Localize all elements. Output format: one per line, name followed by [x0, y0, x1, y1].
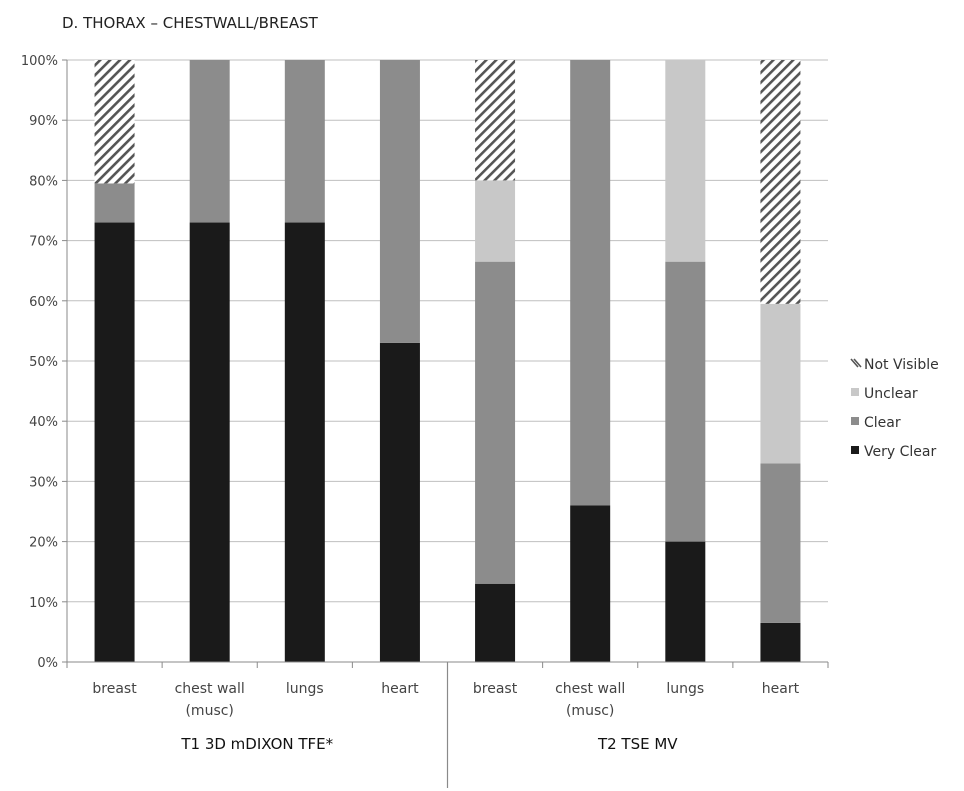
y-tick-label: 20%: [29, 536, 58, 551]
x-tick-label-line2: (musc): [185, 703, 233, 719]
bar-segment-unclear: [760, 303, 801, 464]
x-tick-label: breast: [92, 681, 137, 697]
gridlines: [67, 59, 828, 603]
y-tick-label: 80%: [29, 174, 58, 189]
group-labels: T1 3D mDIXON TFE* T2 TSE MV: [180, 662, 678, 788]
bar-segment-very-clear: [665, 541, 706, 662]
legend-swatch: [850, 358, 859, 368]
bar-segment-very-clear: [189, 222, 230, 663]
y-tick-label: 10%: [29, 596, 58, 611]
bar-segment-not-visible: [475, 60, 516, 181]
bar-segment-very-clear: [94, 222, 135, 663]
bar-segment-not-visible: [760, 60, 801, 304]
y-tick-label: 70%: [29, 235, 58, 250]
y-tick-label: 30%: [29, 475, 58, 490]
y-axis-ticks: 0% 10% 20% 30% 40% 50% 60% 70% 80% 90% 100%: [21, 54, 67, 671]
axes: [66, 60, 829, 668]
bar-segment-clear: [475, 261, 516, 584]
bar-segment-clear: [665, 261, 706, 542]
bar-segment-clear: [760, 463, 801, 623]
x-tick-label: chest wall: [555, 681, 625, 697]
bars: [94, 60, 801, 663]
y-tick-label: 50%: [29, 355, 58, 370]
legend-swatch: [851, 417, 859, 425]
x-tick-label: heart: [381, 681, 419, 697]
bar-segment-clear: [189, 60, 230, 223]
legend-label: Not Visible: [864, 357, 939, 373]
chart-title: D. THORAX – CHESTWALL/BREAST: [62, 14, 319, 32]
x-tick-label: chest wall: [175, 681, 245, 697]
bar-segment-unclear: [665, 60, 706, 262]
x-tick-label: lungs: [286, 681, 324, 697]
bar-segment-clear: [379, 60, 420, 343]
bar-segment-very-clear: [760, 622, 801, 662]
legend-label: Very Clear: [864, 444, 936, 460]
x-tick-label-line2: (musc): [566, 703, 614, 719]
legend-swatch: [851, 446, 859, 454]
group-label: T1 3D mDIXON TFE*: [180, 735, 333, 753]
bar-segment-very-clear: [475, 583, 516, 662]
bar-segment-clear: [284, 60, 325, 223]
bar-segment-clear: [570, 60, 611, 506]
y-tick-label: 40%: [29, 415, 58, 430]
bar-segment-very-clear: [570, 505, 611, 662]
x-axis-labels: breast chest wall (musc) lungs heart breast ch…: [92, 681, 799, 719]
bar-segment-unclear: [475, 180, 516, 262]
legend: Not Visible Unclear Clear Very Clear: [850, 357, 939, 460]
x-tick-label: heart: [762, 681, 800, 697]
bar-segment-very-clear: [379, 342, 420, 662]
group-label: T2 TSE MV: [597, 735, 678, 753]
bar-segment-not-visible: [94, 60, 135, 184]
y-tick-label: 90%: [29, 114, 58, 129]
y-tick-label: 0%: [37, 656, 58, 671]
bar-segment-very-clear: [284, 222, 325, 663]
y-tick-label: 100%: [21, 54, 58, 69]
legend-label: Unclear: [864, 386, 918, 402]
x-tick-label: lungs: [666, 681, 704, 697]
legend-swatch: [851, 388, 859, 396]
bar-segment-clear: [94, 183, 135, 223]
y-tick-label: 60%: [29, 295, 58, 310]
x-tick-label: breast: [473, 681, 518, 697]
legend-swatch: [853, 358, 862, 368]
legend-label: Clear: [864, 415, 901, 431]
